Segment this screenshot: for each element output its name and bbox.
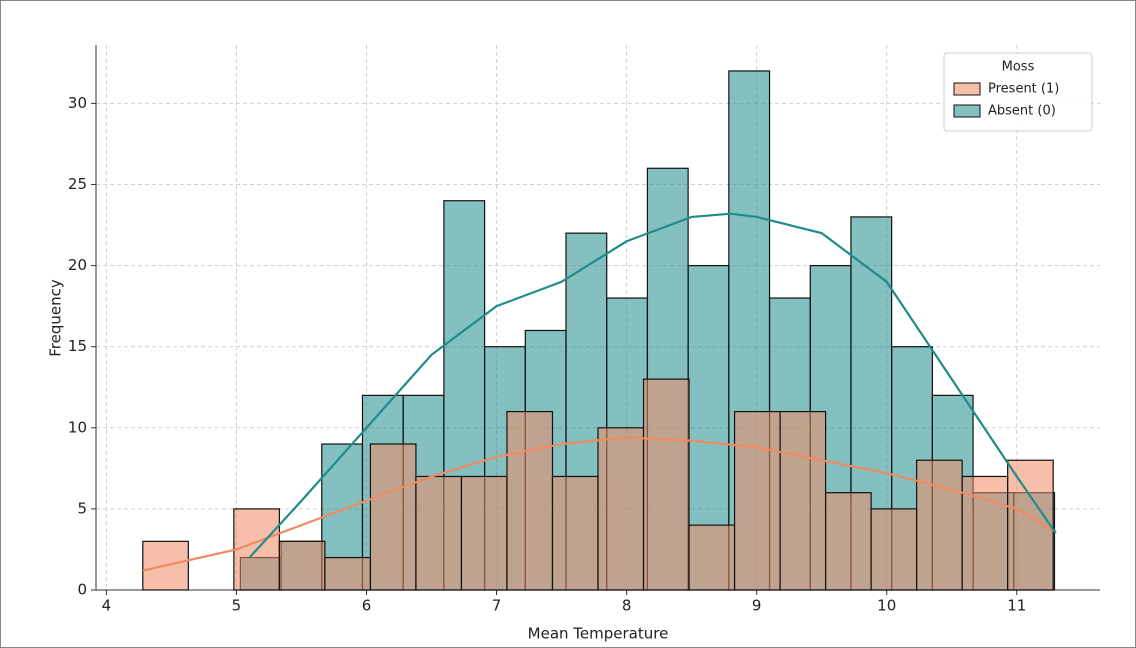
histogram-bar bbox=[870, 508, 918, 591]
legend-swatch bbox=[953, 104, 981, 118]
y-tick-label: 5 bbox=[77, 499, 87, 517]
y-tick-label: 15 bbox=[68, 337, 87, 355]
kde-line bbox=[248, 212, 1057, 559]
x-tick-label: 8 bbox=[622, 597, 632, 615]
histogram-bar bbox=[278, 540, 326, 591]
y-tick-label: 10 bbox=[68, 418, 87, 436]
histogram-bar bbox=[916, 459, 963, 591]
x-tick-label: 6 bbox=[362, 597, 372, 615]
x-tick-label: 11 bbox=[1007, 597, 1026, 615]
x-tick-label: 9 bbox=[752, 597, 762, 615]
histogram-bar bbox=[506, 410, 554, 591]
histogram-bar bbox=[733, 410, 781, 591]
histogram-bar bbox=[551, 475, 599, 591]
x-axis-label: Mean Temperature bbox=[528, 625, 669, 643]
legend-label: Present (1) bbox=[988, 82, 1059, 97]
x-tick-label: 5 bbox=[232, 597, 242, 615]
histogram-bar bbox=[824, 492, 872, 591]
y-tick-label: 20 bbox=[68, 256, 87, 274]
legend-label: Absent (0) bbox=[988, 104, 1056, 119]
histogram-bar bbox=[597, 427, 645, 591]
y-tick-label: 30 bbox=[68, 94, 87, 112]
legend-swatch bbox=[953, 82, 981, 96]
x-tick-label: 7 bbox=[492, 597, 502, 615]
kde-line bbox=[142, 436, 1057, 572]
histogram-bar bbox=[324, 556, 372, 591]
y-tick-label: 25 bbox=[68, 175, 87, 193]
histogram-bar bbox=[415, 475, 463, 591]
x-tick-label: 4 bbox=[102, 597, 112, 615]
histogram-bar bbox=[369, 443, 417, 591]
x-tick-label: 10 bbox=[877, 597, 896, 615]
y-axis-label: Frequency bbox=[47, 279, 65, 357]
histogram-bar bbox=[460, 475, 508, 591]
legend-title: Moss bbox=[1002, 60, 1035, 75]
legend-box bbox=[943, 52, 1093, 132]
histogram-bar bbox=[779, 410, 827, 591]
y-tick-label: 0 bbox=[77, 581, 87, 599]
histogram-bar bbox=[642, 378, 690, 591]
histogram-bar bbox=[688, 524, 736, 591]
